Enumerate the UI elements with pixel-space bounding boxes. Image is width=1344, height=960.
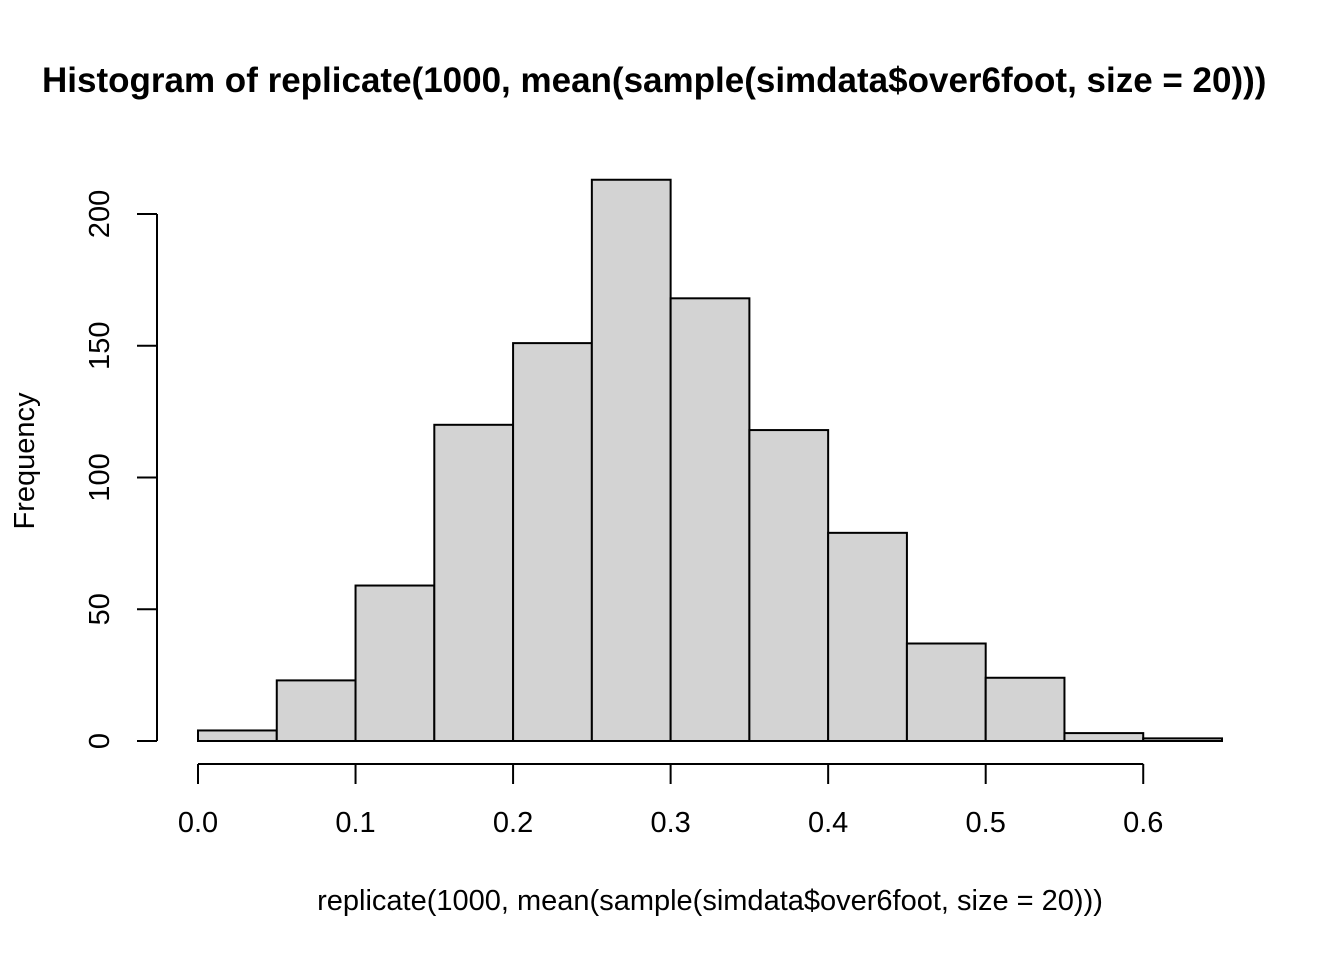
chart-title: Histogram of replicate(1000, mean(sample… [42,61,1266,100]
y-tick-label: 150 [84,322,116,370]
histogram-bar [669,297,751,742]
x-tick-label: 0.4 [808,807,848,839]
histogram-bar [512,342,593,742]
histogram-bar [590,178,672,742]
y-tick-label: 100 [84,453,116,501]
histogram-bar [984,676,1066,743]
x-axis: 0.0 0.1 0.2 0.3 0.4 0.5 0.6 [178,763,1163,839]
y-axis-label: Frequency [9,392,41,530]
histogram-bar [275,679,357,743]
x-tick-label: 0.0 [178,807,218,839]
histogram-bar [905,642,987,742]
y-tick-label: 50 [84,593,116,625]
y-tick-label: 200 [84,190,116,238]
histogram-bar [1063,732,1145,742]
histogram-bar [748,429,830,742]
x-axis-label: replicate(1000, mean(sample(simdata$over… [317,885,1103,917]
y-tick-label: 0 [84,733,116,749]
histogram-bar [1142,737,1223,742]
x-tick-label: 0.3 [650,807,690,839]
x-tick-label: 0.6 [1123,807,1163,839]
x-tick-label: 0.2 [493,807,533,839]
y-axis: 0 50 100 150 200 [84,190,158,749]
x-tick-label: 0.5 [966,807,1006,839]
bars-group [197,178,1223,743]
x-tick-label: 0.1 [335,807,375,839]
histogram-bar [433,423,515,742]
histogram-bar [354,584,436,743]
histogram-bar [197,729,278,743]
histogram-bar [827,531,908,743]
